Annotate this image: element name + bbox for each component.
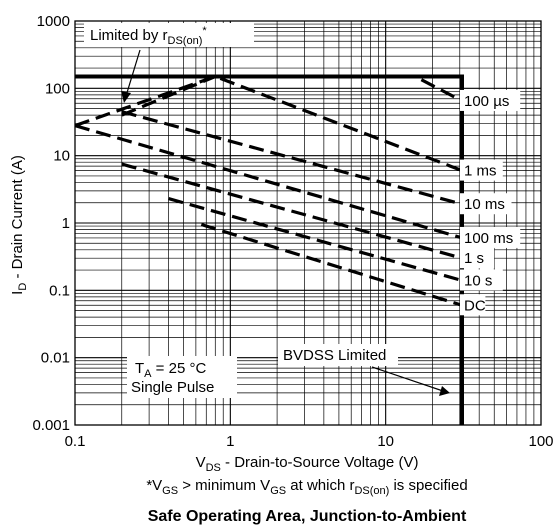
rds-label-sup: * [202,25,207,37]
series-label: 1 s [464,250,484,267]
series-labels: 100 µs 1 ms 10 ms 100 ms 1 s 10 s DC [460,89,521,316]
series-label-bg [460,193,512,215]
y-tick-label: 0.01 [41,350,70,367]
footnote-s2: GS [270,485,286,497]
y-tick-label: 1 [62,215,70,232]
rds-label-sub: DS(on) [168,35,203,47]
series-curve [121,162,463,260]
series-label: 1 ms [464,163,497,180]
footnote-p2: > minimum V [178,477,270,494]
y-tick-label: 10 [53,148,70,165]
y-tick-label: 1000 [37,13,70,30]
footnote-s3: DS(on) [354,485,389,497]
series-label-bg [460,226,521,248]
series-label: DC [464,297,486,314]
bvdss-arrow-head [439,386,450,396]
y-axis-ticks: 0.001 0.01 0.1 1 10 100 1000 [32,13,70,434]
plot-frame [74,20,542,426]
y-title-main: I [9,291,26,295]
series-label-bg [460,294,486,316]
x-axis-ticks: 0.1 1 10 100 [65,433,553,450]
series-curve [121,74,463,117]
rds-limit-label: Limited by rDS(on)* [90,25,207,47]
series-label-bg [460,247,495,269]
footnote-p4: is specified [389,477,467,494]
rds-label-main: Limited by r [90,27,168,44]
series-label-bg [460,159,503,181]
series-curve [74,74,463,173]
series-curve [74,124,463,240]
series-label-bg [460,269,503,291]
ta-label-bg [127,356,237,398]
rds-arrow-line [125,49,141,97]
footnote-p3: at which r [286,477,354,494]
rds-arrow-head [121,91,131,103]
y-title-sub: D [17,283,29,291]
ta-sub: A [144,368,152,380]
x-title-main: V [196,454,206,471]
footnote-p1: *V [146,477,162,494]
dc-pulse-curves [74,74,463,307]
x-tick-label: 0.1 [65,433,86,450]
series-label: 100 µs [464,93,509,110]
footnote-s1: GS [162,485,178,497]
rds-label-bg [84,23,254,47]
bvdss-label-bg [278,344,398,366]
series-curve [168,197,463,283]
x-axis-title: VDS - Drain-to-Source Voltage (V) [196,454,419,474]
footnote: *VGS > minimum VGS at which rDS(on) is s… [146,477,467,497]
series-curve [200,222,463,307]
y-tick-label: 0.1 [49,282,70,299]
ta-main: T [135,360,144,377]
ta-label: TA = 25 °C [135,360,206,380]
series-label-bg [460,89,521,111]
y-tick-label: 0.001 [32,417,70,434]
series-label: 100 ms [464,230,513,247]
x-tick-label: 100 [528,433,553,450]
y-title-rest: - Drain Current (A) [9,155,26,283]
single-pulse-label: Single Pulse [131,379,214,396]
series-curve [121,110,463,206]
x-tick-label: 1 [226,433,234,450]
series-label: 10 ms [464,196,505,213]
y-tick-label: 100 [45,80,70,97]
x-tick-label: 10 [377,433,394,450]
y-axis-title: ID - Drain Current (A) [9,155,29,295]
bvdss-label: BVDSS Limited [283,347,386,364]
ta-rest: = 25 °C [152,360,207,377]
x-title-rest: - Drain-to-Source Voltage (V) [221,454,419,471]
chart-title: Safe Operating Area, Junction-to-Ambient [148,508,467,525]
bvdss-arrow-line [371,366,444,392]
series-label: 10 s [464,272,492,289]
x-title-sub: DS [206,462,221,474]
